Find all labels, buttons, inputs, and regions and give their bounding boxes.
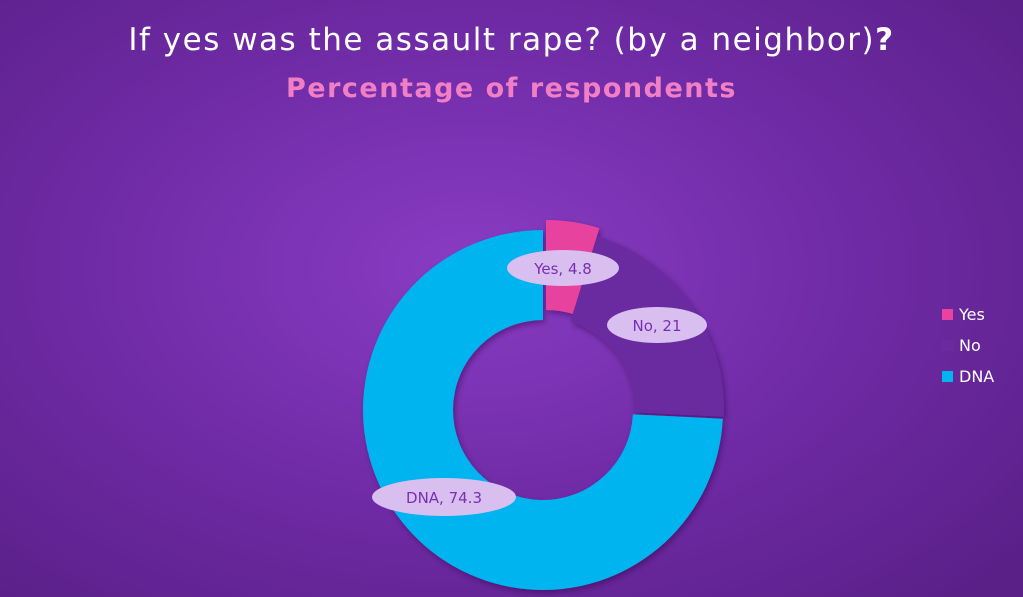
legend-item-dna: DNA	[942, 366, 994, 386]
data-label-bubble-yes	[507, 250, 619, 286]
legend-swatch-yes	[942, 308, 953, 320]
legend-label-yes: Yes	[959, 304, 985, 324]
legend: Yes No DNA	[942, 304, 994, 397]
chart-subtitle: Percentage of respondents	[286, 73, 737, 104]
data-label-yes: Yes, 4.8	[533, 260, 592, 278]
data-label-bubble-dna	[372, 478, 516, 516]
data-labels: Yes, 4.8 No, 21 DNA, 74.3	[372, 250, 707, 516]
data-label-bubble-no	[607, 307, 707, 343]
legend-swatch-dna	[942, 370, 953, 382]
legend-label-dna: DNA	[959, 366, 995, 386]
legend-item-yes: Yes	[942, 304, 994, 324]
legend-item-no: No	[942, 335, 994, 355]
legend-swatch-no	[942, 339, 953, 351]
legend-label-no: No	[959, 335, 981, 355]
chart-title-text: If yes was the assault rape? (by a neigh…	[128, 22, 876, 58]
data-label-dna: DNA, 74.3	[406, 489, 482, 507]
chart-title-suffix: ?	[875, 22, 895, 58]
data-label-no: No, 21	[632, 317, 681, 335]
chart-title: If yes was the assault rape? (by a neigh…	[0, 22, 1023, 58]
